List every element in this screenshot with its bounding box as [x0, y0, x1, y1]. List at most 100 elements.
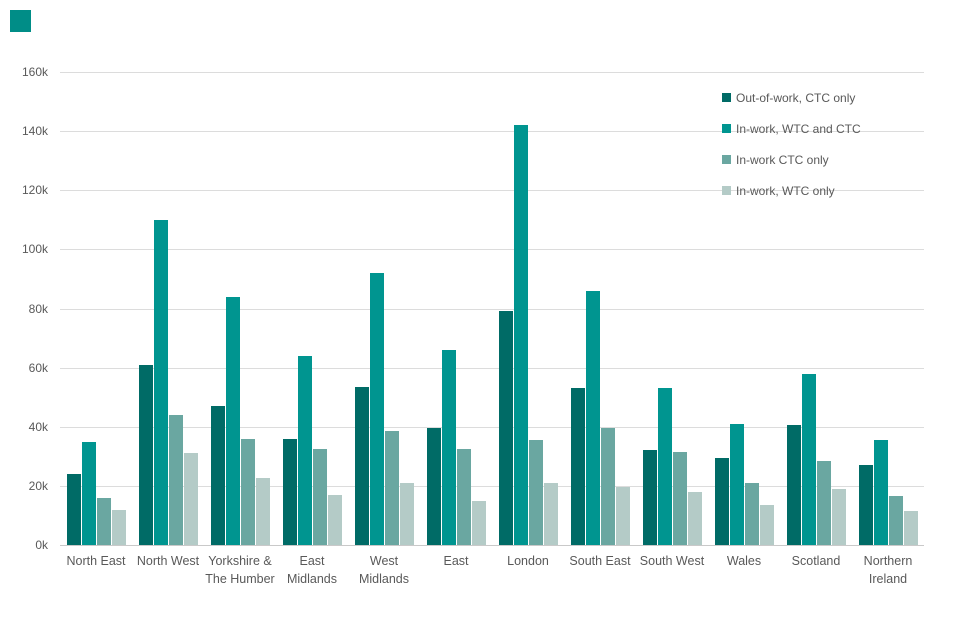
bar	[832, 489, 846, 545]
legend-label: In-work, WTC only	[736, 183, 835, 198]
gridline-80k	[60, 309, 924, 310]
x-category-label: North West	[125, 552, 211, 570]
x-category-label-line: North West	[136, 554, 200, 568]
gridline-140k	[60, 131, 924, 132]
x-category-label-line: East	[443, 554, 469, 568]
bar	[730, 424, 744, 545]
x-category-label-line: North East	[66, 554, 126, 568]
x-category-label: North East	[53, 552, 139, 570]
bar	[298, 356, 312, 545]
x-category-label: South West	[629, 552, 715, 570]
x-category-label-line: Yorkshire &	[208, 554, 272, 568]
x-category-label: Scotland	[773, 552, 859, 570]
bar	[616, 487, 630, 545]
y-tick-label: 0k	[35, 538, 48, 552]
y-tick-label: 80k	[28, 302, 48, 316]
gridline-160k	[60, 72, 924, 73]
bar	[154, 220, 168, 545]
x-category-label-line: London	[507, 554, 549, 568]
bar	[529, 440, 543, 545]
bar	[802, 374, 816, 545]
x-category-label-line: West	[369, 554, 399, 568]
bar	[82, 442, 96, 545]
legend-swatch-icon	[722, 155, 731, 164]
bar	[226, 297, 240, 545]
bar	[499, 311, 513, 545]
bar	[328, 495, 342, 545]
y-tick-label: 120k	[21, 183, 48, 197]
bar	[601, 428, 615, 545]
x-category-label-line: Midlands	[286, 572, 338, 586]
y-tick-label: 40k	[28, 420, 48, 434]
legend-label: In-work CTC only	[736, 152, 829, 167]
x-category-label: Wales	[701, 552, 787, 570]
x-category-label-line: Wales	[726, 554, 762, 568]
y-tick-label: 20k	[28, 479, 48, 493]
bar	[472, 501, 486, 545]
gridline-100k	[60, 249, 924, 250]
bar	[874, 440, 888, 545]
gridline-60k	[60, 368, 924, 369]
bar	[457, 449, 471, 545]
bar	[184, 453, 198, 545]
bar	[658, 388, 672, 545]
bar	[256, 478, 270, 545]
gridline-0k	[60, 545, 924, 546]
bar	[544, 483, 558, 545]
x-category-label: East	[413, 552, 499, 570]
x-category-label: Yorkshire & The Humber	[197, 552, 283, 588]
bar	[889, 496, 903, 545]
legend-item: In-work, WTC only	[722, 175, 861, 206]
bar	[715, 458, 729, 545]
x-category-label-line: The Humber	[205, 572, 275, 586]
x-category-label: London	[485, 552, 571, 570]
bar	[400, 483, 414, 545]
x-category-label-line: East	[299, 554, 325, 568]
legend-item: In-work CTC only	[722, 144, 861, 175]
bar	[211, 406, 225, 545]
legend: Out-of-work, CTC only In-work, WTC and CT…	[722, 82, 861, 206]
bar	[67, 474, 81, 545]
legend-label: Out-of-work, CTC only	[736, 90, 856, 105]
bar	[514, 125, 528, 545]
bar	[760, 505, 774, 545]
x-category-label: West Midlands	[341, 552, 427, 588]
x-category-label: East Midlands	[269, 552, 355, 588]
x-category-label-line: Midlands	[358, 572, 410, 586]
y-tick-label: 100k	[21, 242, 48, 256]
bar	[355, 387, 369, 545]
bar	[139, 365, 153, 545]
bar	[817, 461, 831, 545]
legend-swatch-icon	[722, 186, 731, 195]
x-category-label-line: South East	[569, 554, 631, 568]
bar	[169, 415, 183, 545]
x-category-label-line: Ireland	[868, 572, 908, 586]
x-category-label: Northern Ireland	[845, 552, 931, 588]
legend-swatch-icon	[722, 93, 731, 102]
bar	[442, 350, 456, 545]
bar	[745, 483, 759, 545]
x-category-label-line: Northern	[863, 554, 913, 568]
legend-item: Out-of-work, CTC only	[722, 82, 861, 113]
y-tick-label: 160k	[21, 65, 48, 79]
x-category-label: South East	[557, 552, 643, 570]
gridline-40k	[60, 427, 924, 428]
x-category-label-line: Scotland	[791, 554, 841, 568]
y-tick-label: 140k	[21, 124, 48, 138]
bar	[112, 510, 126, 545]
y-tick-label: 60k	[28, 361, 48, 375]
bar	[427, 428, 441, 545]
bar	[385, 431, 399, 545]
legend-item: In-work, WTC and CTC	[722, 113, 861, 144]
bar	[370, 273, 384, 545]
bar	[97, 498, 111, 545]
bar	[586, 291, 600, 545]
legend-swatch-icon	[722, 124, 731, 133]
gridline-20k	[60, 486, 924, 487]
brand-corner-block	[10, 10, 31, 32]
bar	[571, 388, 585, 545]
legend-label: In-work, WTC and CTC	[736, 121, 861, 136]
bar	[904, 511, 918, 545]
bar	[241, 439, 255, 545]
bar	[859, 465, 873, 545]
